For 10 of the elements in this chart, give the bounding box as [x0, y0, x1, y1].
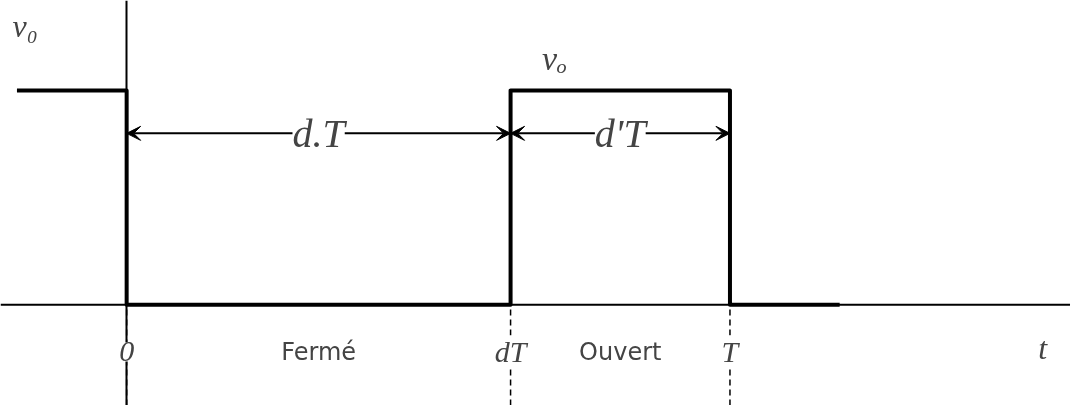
text: t: [1038, 329, 1049, 366]
x-tick-label: 0: [119, 334, 135, 368]
y-axis-title: v₀: [12, 8, 38, 45]
text: Fermé: [281, 337, 357, 366]
text: vₒ: [542, 39, 567, 77]
x-tick-label: dT: [494, 335, 529, 369]
annotation: d'T: [594, 110, 649, 156]
x-tick-label: T: [721, 335, 741, 369]
text: Ouvert: [579, 337, 662, 366]
annotation: d.T: [292, 110, 348, 156]
